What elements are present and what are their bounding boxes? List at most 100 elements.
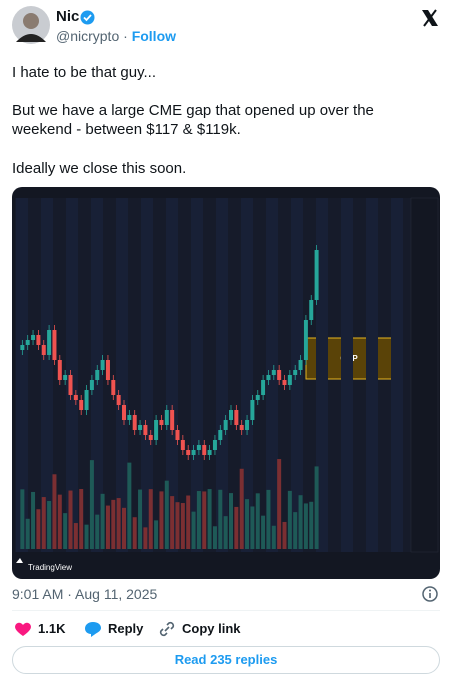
candle-body xyxy=(154,420,159,440)
volume-bar xyxy=(223,516,228,549)
volume-bar xyxy=(218,489,223,549)
candle-body xyxy=(266,375,271,380)
reply-icon[interactable] xyxy=(84,620,102,638)
timestamp[interactable]: 9:01 AM · Aug 11, 2025 xyxy=(12,586,158,602)
candle-body xyxy=(170,410,175,430)
candle-body xyxy=(277,370,282,380)
volume-bar xyxy=(79,489,84,549)
candle-body xyxy=(148,435,153,440)
candle-body xyxy=(111,380,116,395)
volume-bar xyxy=(239,468,244,549)
verified-badge xyxy=(80,10,95,25)
divider xyxy=(12,610,440,611)
volume-bar xyxy=(303,503,308,549)
candle-body xyxy=(63,375,68,380)
link-icon[interactable] xyxy=(158,620,176,638)
x-logo[interactable] xyxy=(420,8,440,28)
session-band xyxy=(341,198,353,552)
follow-button[interactable]: Follow xyxy=(131,28,177,44)
session-band xyxy=(166,198,178,552)
volume-bar xyxy=(212,526,217,549)
candle-body xyxy=(261,380,266,395)
read-replies-button[interactable]: Read 235 replies xyxy=(12,646,440,674)
volume-bar xyxy=(41,497,46,549)
watermark: TradingView xyxy=(28,563,72,572)
like-icon[interactable] xyxy=(14,621,32,637)
candle-body xyxy=(47,330,52,355)
candle-body xyxy=(180,440,185,450)
session-band xyxy=(216,198,228,552)
candle-body xyxy=(212,440,217,450)
candle-body xyxy=(105,360,110,380)
info-icon[interactable] xyxy=(422,586,438,602)
volume-bar xyxy=(207,489,212,549)
candle-body xyxy=(196,445,201,450)
volume-bar xyxy=(186,495,191,549)
candle-body xyxy=(175,430,180,440)
volume-bar xyxy=(154,520,159,549)
candle-body xyxy=(271,370,276,375)
candle-body xyxy=(250,400,255,420)
volume-bar xyxy=(105,505,110,549)
volume-bar xyxy=(73,523,78,549)
volume-bar xyxy=(100,493,105,549)
session-band xyxy=(41,198,53,552)
tweet-line: But we have a large CME gap that opened … xyxy=(12,102,374,119)
session-band xyxy=(116,198,128,552)
author-name[interactable]: Nic xyxy=(56,8,80,25)
candle-body xyxy=(164,410,169,425)
candle-body xyxy=(41,345,46,355)
session-band xyxy=(141,198,153,552)
volume-bar xyxy=(298,495,303,549)
candle-body xyxy=(116,395,121,405)
candle-body xyxy=(95,370,100,380)
volume-bar xyxy=(122,507,126,549)
candle-body xyxy=(73,395,78,400)
session-band xyxy=(191,198,203,552)
volume-bar xyxy=(309,501,314,549)
volume-bar xyxy=(314,466,319,549)
copy-link-button[interactable]: Copy link xyxy=(182,621,241,636)
candle-body xyxy=(143,425,148,435)
candle-body xyxy=(245,420,250,430)
volume-bar xyxy=(127,462,132,549)
volume-bar xyxy=(282,521,287,549)
volume-bar xyxy=(25,518,30,549)
volume-bar xyxy=(180,503,185,549)
volume-bar xyxy=(68,490,73,549)
volume-bar xyxy=(116,498,121,549)
tweet-line: weekend - between $117 & $119k. xyxy=(12,121,241,138)
volume-bar xyxy=(277,459,282,549)
tweet-line: Ideally we close this soon. xyxy=(12,160,187,177)
candle-body xyxy=(218,430,223,440)
reply-button[interactable]: Reply xyxy=(108,621,144,636)
candle-body xyxy=(239,425,244,430)
avatar[interactable] xyxy=(12,6,50,44)
volume-bar xyxy=(287,490,292,549)
candle-body xyxy=(57,360,62,380)
chart-image[interactable]: GAP TradingView xyxy=(12,187,440,579)
volume-bar xyxy=(52,474,57,549)
author-handle[interactable]: @nicrypto xyxy=(56,28,120,44)
candle-body xyxy=(234,410,239,425)
tweet-line: I hate to be that guy... xyxy=(12,64,156,81)
volume-bar xyxy=(170,496,175,549)
volume-bar xyxy=(191,511,196,549)
candle-body xyxy=(314,250,319,300)
candle-body xyxy=(293,370,298,375)
volume-bar xyxy=(255,493,260,549)
session-band xyxy=(391,198,403,552)
like-count[interactable]: 1.1K xyxy=(38,621,66,636)
candle-body xyxy=(309,300,314,320)
candle-body xyxy=(84,390,89,410)
volume-bar xyxy=(47,501,52,549)
candle-body xyxy=(36,335,41,345)
candle-body xyxy=(191,450,196,455)
candle-body xyxy=(186,450,191,455)
volume-bar xyxy=(293,512,298,549)
separator: · xyxy=(123,28,128,44)
session-band xyxy=(316,198,328,552)
session-band xyxy=(16,198,28,552)
candle-body xyxy=(298,360,303,370)
